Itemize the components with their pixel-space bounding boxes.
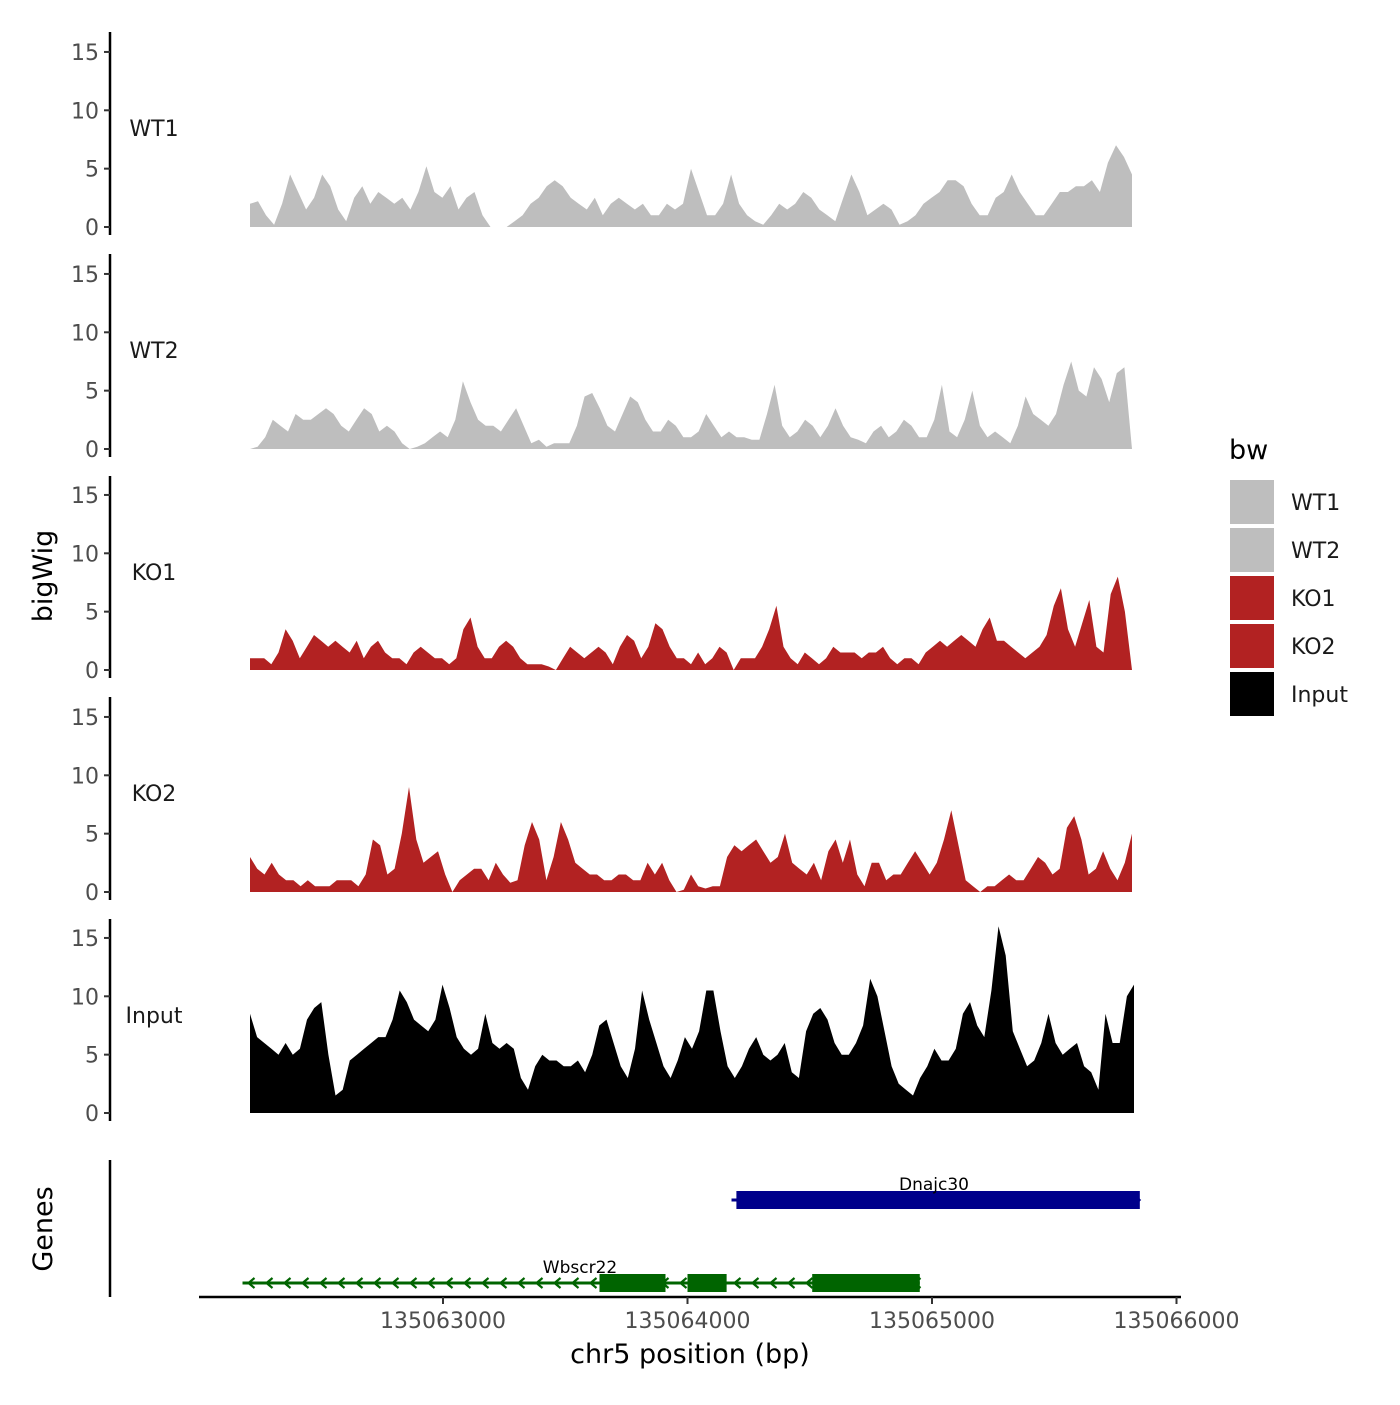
strand-arrow bbox=[732, 1277, 742, 1289]
strand-arrow bbox=[480, 1277, 490, 1289]
strand-arrow bbox=[678, 1277, 688, 1289]
coverage-area-wt2 bbox=[250, 361, 1132, 449]
legend-label: WT2 bbox=[1291, 539, 1340, 564]
strand-arrow bbox=[462, 1277, 472, 1289]
y-tick-label: 5 bbox=[85, 158, 99, 183]
gene-wbscr22: Wbscr22 bbox=[242, 1258, 922, 1292]
y-tick-label: 10 bbox=[71, 985, 99, 1010]
x-axis: 135063000 135064000 135065000 135066000 bbox=[199, 1295, 1240, 1334]
strand-arrow bbox=[804, 1277, 814, 1289]
gene-exon bbox=[736, 1191, 1140, 1209]
gene-label: Wbscr22 bbox=[543, 1258, 617, 1278]
strand-arrow bbox=[588, 1277, 598, 1289]
gene-dnajc30: Dnajc30 bbox=[731, 1175, 1142, 1209]
y-tick-label: 10 bbox=[71, 542, 99, 567]
y-tick-label: 5 bbox=[85, 601, 99, 626]
y-tick-label: 10 bbox=[71, 764, 99, 789]
x-tick-label: 135064000 bbox=[625, 1309, 751, 1334]
strand-arrow bbox=[336, 1277, 346, 1289]
y-tick-label: 15 bbox=[71, 484, 99, 509]
strand-arrow bbox=[786, 1277, 796, 1289]
legend-item-ko1: KO1 bbox=[1230, 576, 1336, 620]
strand-arrow bbox=[426, 1277, 436, 1289]
legend-label: Input bbox=[1291, 683, 1348, 708]
strand-arrow bbox=[300, 1277, 310, 1289]
track-label-input: Input bbox=[126, 1004, 183, 1029]
y-tick-label: 15 bbox=[71, 263, 99, 288]
coverage-area-wt1 bbox=[250, 145, 1132, 227]
y-axis-title: bigWig bbox=[28, 530, 59, 623]
legend-swatch bbox=[1230, 576, 1274, 620]
track-label-ko1: KO1 bbox=[132, 561, 177, 586]
legend-swatch bbox=[1230, 528, 1274, 572]
track-ko2: 0 5 10 15 KO2 bbox=[71, 697, 1132, 906]
y-tick-label: 15 bbox=[71, 706, 99, 731]
track-input: 0 5 10 15 Input bbox=[71, 919, 1134, 1127]
genes-track-title: Genes bbox=[28, 1186, 59, 1271]
y-tick-label: 15 bbox=[71, 927, 99, 952]
strand-arrow bbox=[264, 1277, 274, 1289]
strand-arrow bbox=[408, 1277, 418, 1289]
y-tick-label: 5 bbox=[85, 823, 99, 848]
strand-arrow bbox=[390, 1277, 400, 1289]
track-label-ko2: KO2 bbox=[132, 782, 177, 807]
track-wt1: 0 5 10 15 WT1 bbox=[71, 32, 1132, 241]
legend-item-ko2: KO2 bbox=[1230, 624, 1336, 668]
coverage-area-ko2 bbox=[250, 787, 1132, 892]
legend-swatch bbox=[1230, 624, 1274, 668]
legend-item-input: Input bbox=[1230, 672, 1348, 716]
strand-arrow bbox=[768, 1277, 778, 1289]
strand-arrow bbox=[570, 1277, 580, 1289]
track-label-wt1: WT1 bbox=[129, 117, 178, 142]
y-tick-label: 0 bbox=[85, 438, 99, 463]
legend-item-wt1: WT1 bbox=[1230, 480, 1340, 524]
strand-arrow bbox=[498, 1277, 508, 1289]
x-tick-label: 135065000 bbox=[869, 1309, 995, 1334]
y-tick-label: 5 bbox=[85, 380, 99, 405]
y-tick-label: 0 bbox=[85, 881, 99, 906]
legend-label: KO2 bbox=[1291, 635, 1336, 660]
track-ko1: 0 5 10 15 KO1 bbox=[71, 476, 1132, 684]
legend-label: KO1 bbox=[1291, 587, 1336, 612]
legend-swatch bbox=[1230, 480, 1274, 524]
strand-arrow bbox=[282, 1277, 292, 1289]
gene-exon bbox=[812, 1274, 920, 1292]
coverage-area-input bbox=[250, 926, 1134, 1113]
y-tick-label: 0 bbox=[85, 1102, 99, 1127]
gene-exon bbox=[599, 1274, 666, 1292]
y-tick-label: 0 bbox=[85, 659, 99, 684]
coverage-area-ko1 bbox=[250, 576, 1132, 670]
genes-layer: Dnajc30 Wbscr22 bbox=[108, 1160, 1142, 1297]
track-wt2: 0 5 10 15 WT2 bbox=[71, 254, 1132, 463]
gene-label: Dnajc30 bbox=[899, 1175, 969, 1195]
gene-exon bbox=[687, 1274, 727, 1292]
x-tick-label: 135066000 bbox=[1114, 1309, 1240, 1334]
legend-label: WT1 bbox=[1291, 491, 1340, 516]
strand-arrow bbox=[318, 1277, 328, 1289]
strand-arrow bbox=[516, 1277, 526, 1289]
track-label-wt2: WT2 bbox=[129, 339, 178, 364]
strand-arrow bbox=[354, 1277, 364, 1289]
legend-title: bw bbox=[1229, 435, 1268, 466]
legend-item-wt2: WT2 bbox=[1230, 528, 1340, 572]
strand-arrow bbox=[534, 1277, 544, 1289]
legend-swatch bbox=[1230, 672, 1274, 716]
legend: bw WT1 WT2 KO1 KO2 Input bbox=[1229, 435, 1348, 716]
strand-arrow bbox=[552, 1277, 562, 1289]
x-tick-label: 135063000 bbox=[380, 1309, 506, 1334]
x-axis-title: chr5 position (bp) bbox=[570, 1339, 810, 1370]
strand-arrow bbox=[246, 1277, 256, 1289]
y-tick-label: 15 bbox=[71, 41, 99, 66]
y-tick-label: 5 bbox=[85, 1044, 99, 1069]
y-tick-label: 10 bbox=[71, 321, 99, 346]
strand-arrow bbox=[750, 1277, 760, 1289]
strand-arrow bbox=[444, 1277, 454, 1289]
y-tick-label: 0 bbox=[85, 216, 99, 241]
tracks-layer: 0 5 10 15 WT1 0 5 10 15 WT2 0 5 10 15 KO1 0 5 10 15 KO2 0 5 10… bbox=[71, 32, 1134, 1127]
y-tick-label: 10 bbox=[71, 99, 99, 124]
strand-arrow bbox=[372, 1277, 382, 1289]
